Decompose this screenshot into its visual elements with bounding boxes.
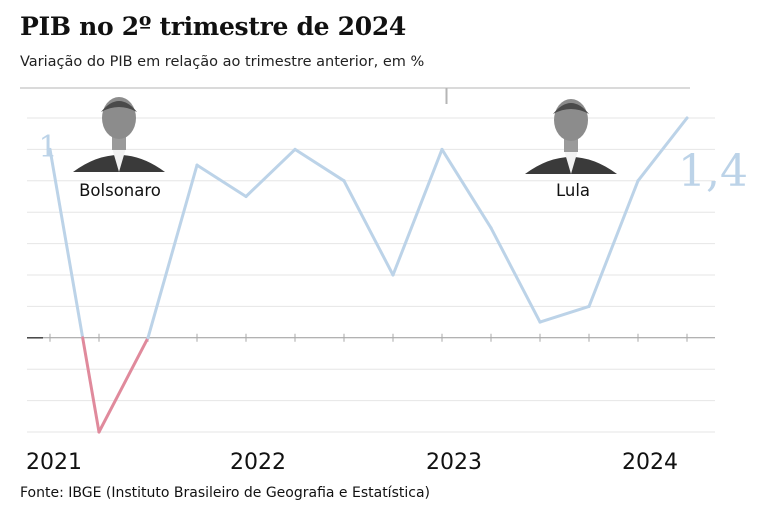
line-segment-positive: [48, 147, 85, 340]
data-point: [587, 304, 591, 308]
line-segment-positive: [538, 304, 591, 324]
period-label-bolsonaro: Bolsonaro: [79, 181, 161, 200]
source-note: Fonte: IBGE (Instituto Brasileiro de Geo…: [20, 485, 430, 501]
period-bracket-lula: [445, 87, 690, 104]
line-segment-positive: [391, 147, 444, 277]
portraits: [73, 97, 617, 174]
series-line: [48, 116, 689, 434]
data-point: [636, 179, 640, 183]
gdp-line-chart: Bolsonaro Lula 1 1,4 2021 2022 2023 2024: [20, 87, 748, 475]
x-tick-label: 2022: [230, 450, 286, 475]
data-point: [244, 195, 248, 198]
data-point: [342, 179, 346, 183]
data-point: [48, 147, 52, 151]
line-segment-positive: [293, 147, 346, 183]
data-point: [195, 163, 199, 167]
line-segment-negative: [97, 336, 150, 434]
line-segment-negative: [81, 336, 101, 434]
start-value-label: 1: [38, 130, 57, 165]
data-point: [440, 147, 444, 151]
data-point: [538, 320, 542, 324]
line-segment-positive: [146, 163, 199, 340]
x-tick-label: 2021: [26, 450, 82, 475]
line-segment-positive: [195, 163, 248, 198]
data-point: [391, 273, 395, 277]
line-segment-positive: [489, 226, 542, 324]
data-point: [146, 336, 150, 340]
period-brackets: [20, 87, 690, 104]
lula-portrait-icon: [525, 99, 617, 174]
line-segment-positive: [440, 147, 493, 230]
line-segment-positive: [244, 147, 297, 198]
grid-lines: [27, 117, 715, 433]
chart-subtitle: Variação do PIB em relação ao trimestre …: [20, 54, 425, 70]
line-segment-positive: [342, 179, 395, 277]
chart-title: PIB no 2º trimestre de 2024: [20, 12, 407, 41]
x-tick-marks: [49, 333, 688, 342]
labels: Bolsonaro Lula 1 1,4 2021 2022 2023 2024: [26, 130, 748, 475]
period-label-lula: Lula: [556, 181, 590, 200]
line-segment-positive: [636, 116, 689, 183]
data-point: [489, 226, 493, 230]
x-tick-label: 2023: [426, 450, 482, 475]
data-point: [685, 116, 689, 120]
period-bracket-bolsonaro: [20, 87, 448, 104]
data-point: [97, 430, 101, 434]
line-segment-positive: [587, 179, 640, 308]
bolsonaro-portrait-icon: [73, 97, 165, 172]
x-tick-label: 2024: [622, 450, 678, 475]
data-point: [293, 147, 297, 151]
end-value-label: 1,4: [678, 146, 748, 197]
